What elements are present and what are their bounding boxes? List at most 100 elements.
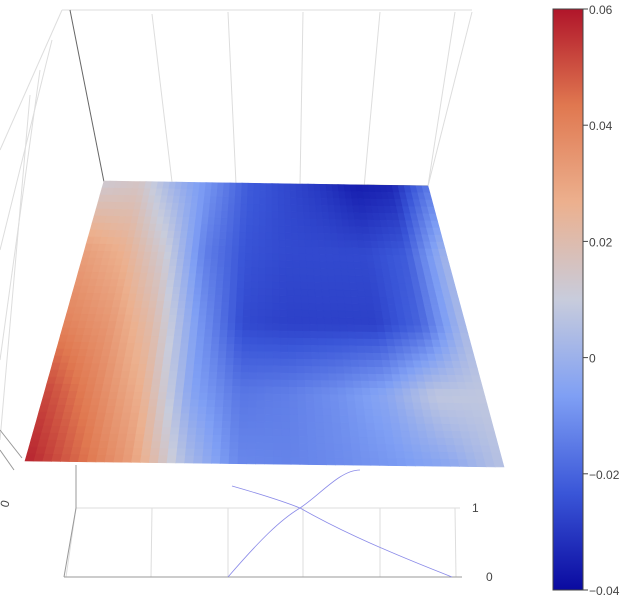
surface-cell (264, 330, 274, 339)
surface-cell (122, 405, 133, 414)
surface-cell (257, 302, 266, 311)
surface-cell (184, 245, 193, 253)
surface-cell (461, 340, 473, 348)
colorbar-tick-label: −0.02 (589, 468, 620, 482)
surface-cell (317, 240, 326, 248)
surface-cell (102, 419, 114, 428)
surface-cell (156, 293, 166, 302)
surface-cell (174, 385, 185, 394)
surface-cell (173, 399, 183, 408)
surface-cell (190, 392, 201, 401)
surface-cell (337, 303, 346, 312)
surface-cell (303, 344, 312, 353)
surface-cell (176, 308, 186, 316)
surface-cell (183, 202, 192, 211)
surface-cell (239, 393, 249, 402)
surface-cell (301, 183, 309, 192)
surface-cell (206, 308, 215, 317)
surface-cell (295, 344, 305, 353)
surface-cell (225, 350, 235, 359)
surface-cell (483, 424, 495, 433)
surface-cell (205, 406, 216, 415)
surface-cell (235, 315, 244, 324)
surface-cell (286, 281, 295, 290)
surface-cell (320, 380, 330, 389)
surface-cell (222, 400, 233, 408)
surface-cell (331, 240, 340, 249)
surface-cell (150, 385, 161, 393)
surface-cell (348, 422, 359, 431)
surface-cell (264, 428, 274, 437)
surface-cell (212, 322, 221, 331)
surface-cell (257, 295, 266, 304)
surface-cell (265, 260, 273, 269)
surface-cell (123, 447, 135, 456)
surface-cell (272, 330, 281, 339)
surface-cell (265, 239, 273, 248)
surface-cell (378, 338, 388, 347)
surface-cell (161, 265, 170, 274)
surface-cell (143, 328, 153, 337)
surface-cell (152, 371, 163, 379)
surface-cell (151, 434, 163, 442)
surface-cell (382, 318, 392, 326)
surface-cell (258, 232, 267, 240)
surface-cell (305, 260, 314, 269)
surface-cell (239, 231, 247, 240)
surface-cell (148, 399, 159, 407)
surface-cell (416, 423, 427, 432)
surface-cell (344, 303, 354, 312)
surface-cell (256, 386, 266, 395)
surface-cell (278, 232, 286, 241)
surface-cell (313, 275, 322, 283)
surface-cell (308, 197, 316, 206)
surface-cell (195, 210, 204, 218)
surface-cell (232, 372, 242, 380)
surface-cell (306, 415, 316, 423)
surface-cell (307, 436, 317, 444)
surface-cell (130, 356, 141, 365)
surface-cell (310, 232, 319, 241)
surface-cell (169, 258, 178, 267)
surface-cell (285, 260, 294, 269)
surface-cell (195, 343, 205, 352)
surface-cell (385, 444, 396, 452)
surface-cell (230, 414, 241, 422)
surface-cell (264, 358, 274, 367)
surface-cell (344, 373, 354, 382)
surface-cell (196, 259, 205, 268)
surface-cell (215, 203, 223, 212)
surface-cell (342, 359, 352, 368)
surface-cell (172, 287, 181, 295)
surface-cell (359, 366, 369, 375)
surface-cell (251, 260, 260, 268)
surface-cell (197, 406, 208, 415)
surface-cell (300, 288, 309, 297)
surface-cell (324, 324, 334, 333)
surface-cell (371, 345, 382, 354)
surface-cell (400, 430, 411, 439)
surface-cell (140, 349, 150, 358)
surface-cell (255, 435, 265, 444)
surface-cell (360, 450, 371, 459)
surface-cell (195, 336, 205, 345)
surface-cell (104, 412, 115, 421)
surface-cell (411, 444, 423, 453)
surface-cell (375, 317, 385, 326)
surface-cell (285, 267, 294, 276)
surface-cell (223, 392, 233, 401)
surface-cell (142, 441, 153, 449)
surface-cell (240, 386, 250, 395)
surface-cell (360, 457, 372, 466)
surface-cell (235, 301, 245, 310)
surface-cell (292, 253, 300, 262)
surface-cell (272, 337, 281, 346)
surface-cell (246, 456, 257, 465)
surface-cell (320, 373, 330, 382)
surface-cell (377, 451, 389, 459)
surface-cell (264, 435, 274, 444)
surface-cell (252, 203, 261, 212)
surface-cell (349, 233, 359, 242)
surface-cell (252, 225, 260, 233)
surface-cell (281, 414, 291, 423)
